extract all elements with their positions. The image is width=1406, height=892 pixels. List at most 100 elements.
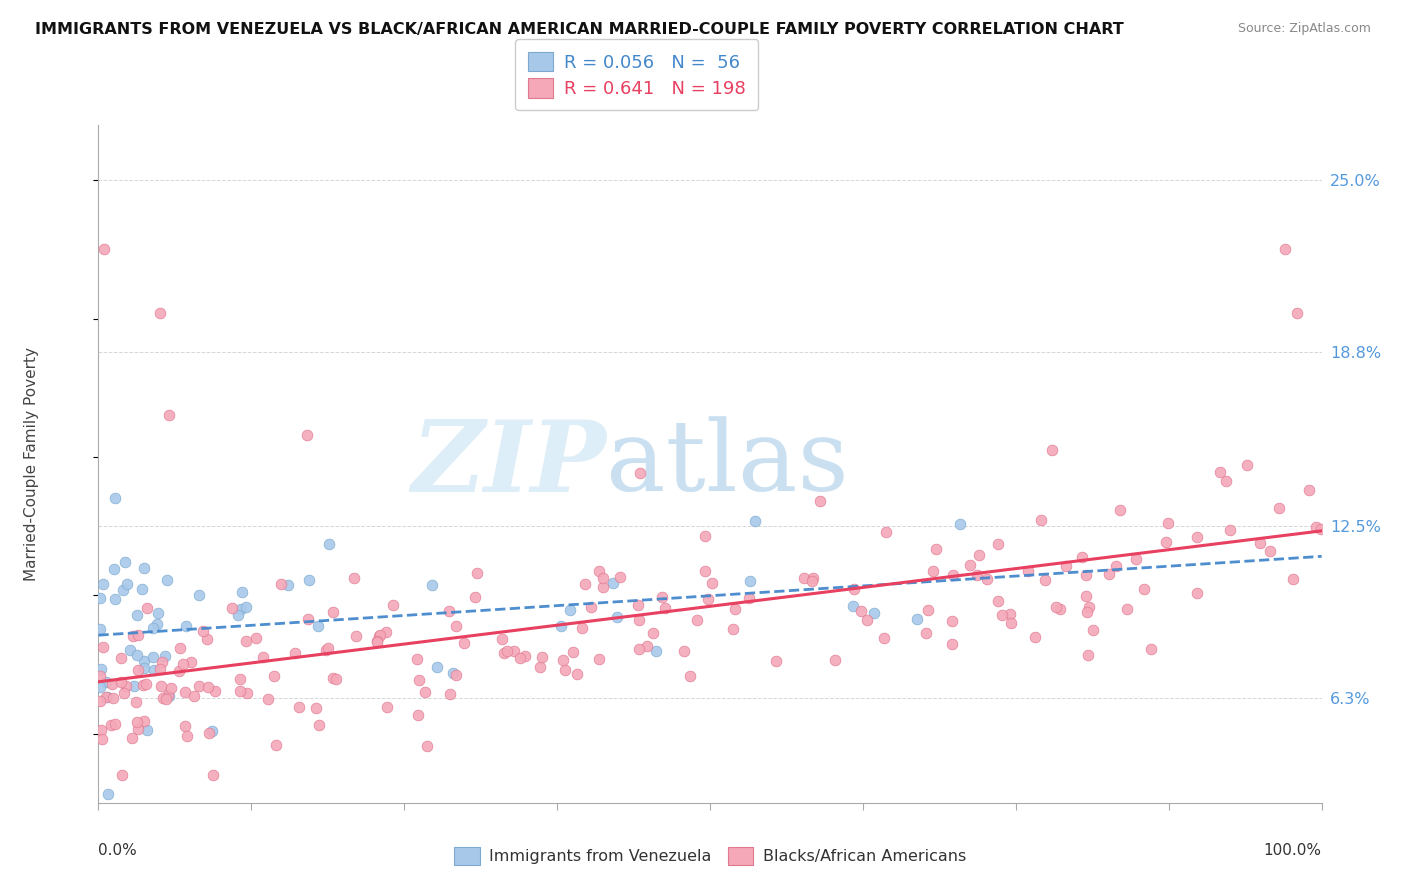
Point — [235, 633, 257, 648]
Point — [503, 643, 526, 657]
Point — [366, 633, 388, 648]
Point — [437, 604, 460, 618]
Point — [1074, 568, 1097, 582]
Point — [377, 699, 399, 714]
Point — [439, 687, 461, 701]
Point — [801, 574, 824, 589]
Point — [149, 679, 172, 693]
Point — [114, 555, 136, 569]
Point — [157, 409, 180, 423]
Point — [236, 686, 259, 700]
Point — [1071, 549, 1094, 564]
Point — [264, 739, 287, 753]
Point — [204, 684, 226, 698]
Point — [592, 571, 614, 585]
Point — [453, 635, 475, 649]
Point — [1083, 623, 1105, 637]
Point — [277, 577, 299, 591]
Point — [111, 768, 134, 782]
Point — [375, 624, 398, 639]
Point — [96, 675, 118, 690]
Text: IMMIGRANTS FROM VENEZUELA VS BLACK/AFRICAN AMERICAN MARRIED-COUPLE FAMILY POVERT: IMMIGRANTS FROM VENEZUELA VS BLACK/AFRIC… — [35, 22, 1123, 37]
Point — [284, 646, 307, 660]
Legend: Immigrants from Venezuela, Blacks/African Americans: Immigrants from Venezuela, Blacks/Africa… — [446, 839, 974, 872]
Point — [1049, 601, 1071, 615]
Point — [231, 585, 253, 599]
Point — [1185, 530, 1208, 544]
Point — [295, 427, 318, 442]
Point — [491, 632, 513, 647]
Point — [141, 621, 163, 635]
Point — [132, 561, 155, 575]
Point — [124, 679, 146, 693]
Point — [969, 549, 991, 563]
Point — [492, 646, 515, 660]
Point — [406, 707, 429, 722]
Point — [149, 306, 172, 320]
Point — [959, 558, 981, 572]
Point — [229, 672, 252, 686]
Point — [606, 610, 628, 624]
Point — [382, 598, 405, 612]
Point — [315, 643, 337, 657]
Point — [636, 639, 658, 653]
Point — [529, 660, 551, 674]
Point — [917, 603, 939, 617]
Point — [132, 654, 155, 668]
Point — [176, 729, 198, 743]
Point — [104, 591, 127, 606]
Point — [121, 629, 143, 643]
Point — [180, 655, 202, 669]
Point — [651, 591, 673, 605]
Point — [134, 714, 156, 728]
Point — [135, 723, 157, 737]
Point — [155, 691, 177, 706]
Point — [849, 604, 872, 618]
Point — [235, 599, 257, 614]
Point — [174, 684, 197, 698]
Point — [803, 572, 825, 586]
Point — [127, 714, 149, 729]
Point — [574, 577, 596, 591]
Point — [553, 653, 575, 667]
Point — [1045, 600, 1067, 615]
Text: 0.0%: 0.0% — [98, 844, 138, 858]
Point — [368, 630, 391, 644]
Point — [1305, 519, 1327, 533]
Point — [560, 603, 582, 617]
Text: atlas: atlas — [606, 416, 849, 512]
Point — [915, 626, 938, 640]
Point — [740, 574, 762, 589]
Point — [91, 640, 114, 655]
Point — [976, 572, 998, 586]
Point — [226, 608, 249, 623]
Point — [1310, 521, 1333, 535]
Point — [571, 621, 593, 635]
Point — [93, 243, 115, 257]
Point — [221, 600, 243, 615]
Point — [856, 613, 879, 627]
Point — [159, 689, 181, 703]
Point — [1054, 558, 1077, 573]
Point — [416, 739, 439, 753]
Point — [127, 648, 149, 663]
Point — [117, 576, 139, 591]
Point — [131, 582, 153, 597]
Point — [513, 648, 536, 663]
Point — [120, 643, 142, 657]
Point — [441, 666, 464, 681]
Point — [654, 600, 676, 615]
Point — [110, 651, 132, 665]
Point — [115, 679, 138, 693]
Point — [627, 641, 650, 656]
Point — [1236, 458, 1258, 472]
Point — [765, 654, 787, 668]
Point — [1098, 566, 1121, 581]
Point — [602, 576, 624, 591]
Point — [808, 494, 831, 508]
Point — [307, 618, 329, 632]
Point — [1267, 501, 1289, 516]
Point — [1116, 602, 1139, 616]
Point — [297, 611, 319, 625]
Point — [1249, 535, 1271, 549]
